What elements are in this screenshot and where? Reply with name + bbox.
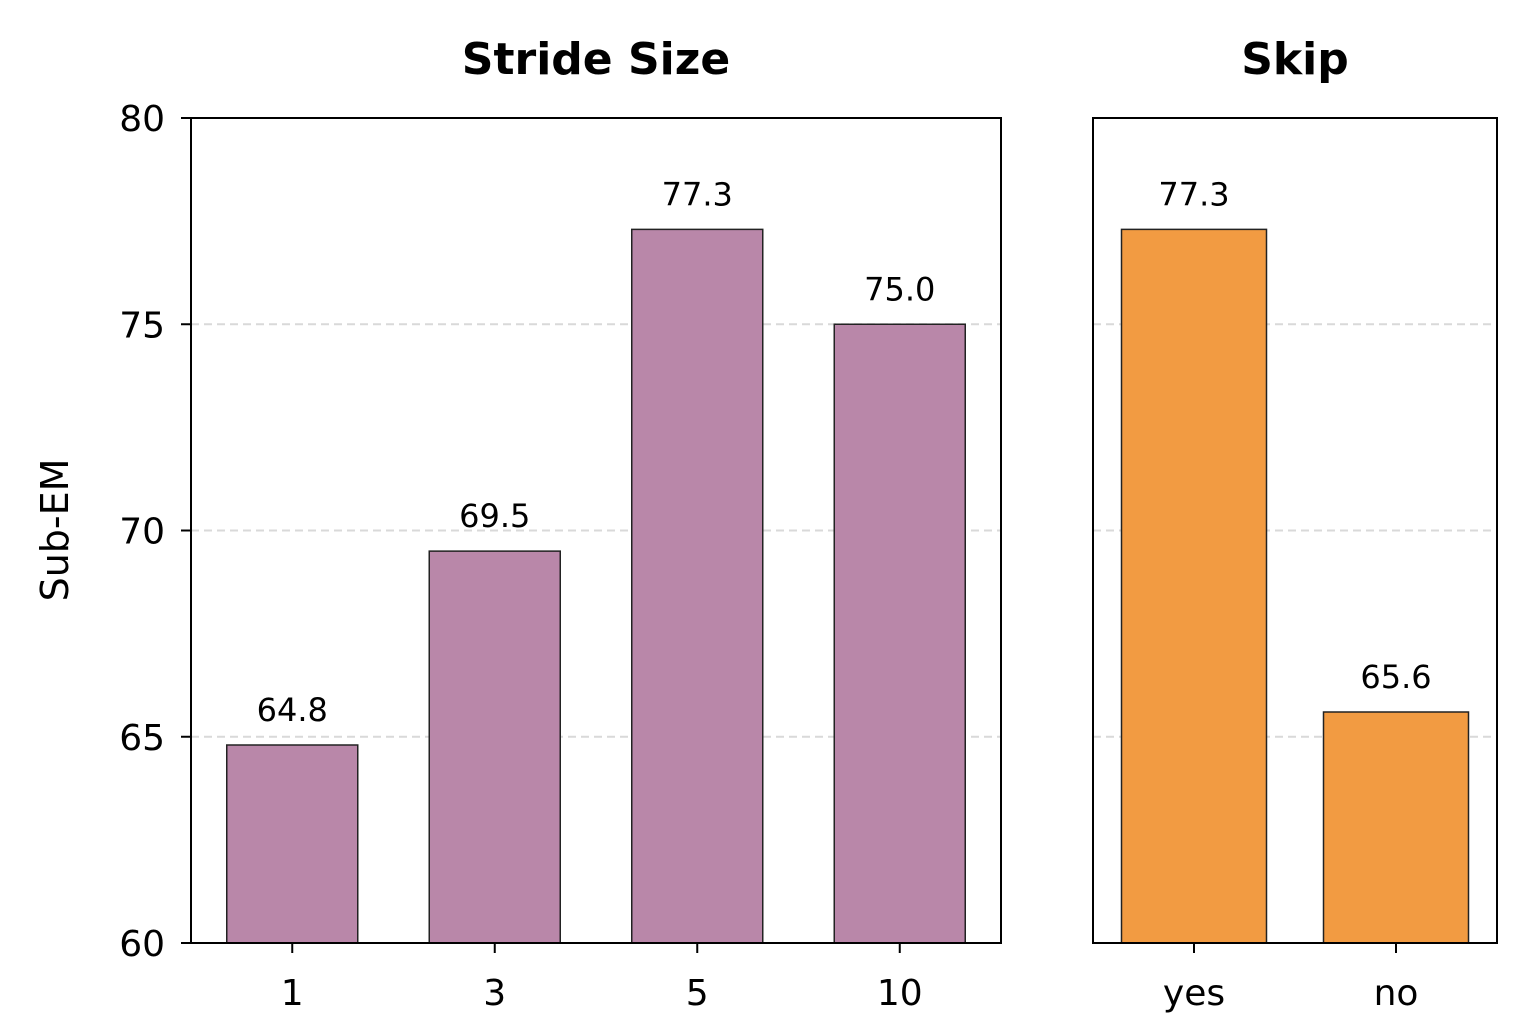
x-tick-label: 1 [281, 973, 304, 1014]
value-label: 65.6 [1360, 658, 1431, 696]
y-axis-ticks: 60 65 70 75 80 [119, 99, 191, 965]
value-label: 77.3 [1158, 175, 1229, 213]
value-label: 75.0 [864, 270, 935, 308]
stride-size-value-labels: 64.8 69.5 77.3 75.0 [257, 175, 936, 729]
bar-stride-10 [833, 323, 966, 944]
value-label: 64.8 [257, 691, 328, 729]
value-label: 77.3 [662, 175, 733, 213]
y-axis-label: Sub-EM [33, 459, 77, 602]
stride-size-panel: Stride Size Sub-EM 64.8 69.5 77.3 75.0 60 65… [33, 34, 1002, 1014]
bar-stride-5 [631, 228, 764, 944]
x-tick-label: no [1374, 973, 1419, 1014]
x-tick-label: yes [1163, 973, 1225, 1014]
skip-title: Skip [1241, 34, 1349, 85]
bar-stride-1 [226, 744, 359, 944]
bar-stride-3 [428, 550, 561, 944]
y-tick-label: 75 [119, 305, 165, 346]
x-tick-label: 5 [686, 973, 709, 1014]
skip-bars [1120, 228, 1470, 944]
stride-size-x-ticks: 1 3 5 10 [281, 943, 923, 1014]
value-label: 69.5 [459, 497, 530, 535]
stride-size-bars [226, 228, 966, 944]
stride-size-plot-frame [190, 117, 1002, 944]
stride-size-gridlines [191, 323, 1001, 738]
bar-skip-no [1322, 711, 1470, 944]
skip-value-labels: 77.3 65.6 [1158, 175, 1431, 696]
stride-size-title: Stride Size [462, 34, 730, 85]
x-tick-label: 10 [877, 973, 923, 1014]
skip-x-ticks: yes no [1163, 943, 1419, 1014]
y-tick-label: 60 [119, 924, 165, 965]
skip-panel: Skip 77.3 65.6 yes no [1092, 34, 1498, 1014]
y-tick-label: 80 [119, 99, 165, 140]
y-tick-label: 70 [119, 512, 165, 553]
bar-skip-yes [1120, 228, 1268, 944]
skip-plot-frame [1092, 117, 1498, 944]
y-tick-label: 65 [119, 718, 165, 759]
x-tick-label: 3 [483, 973, 506, 1014]
